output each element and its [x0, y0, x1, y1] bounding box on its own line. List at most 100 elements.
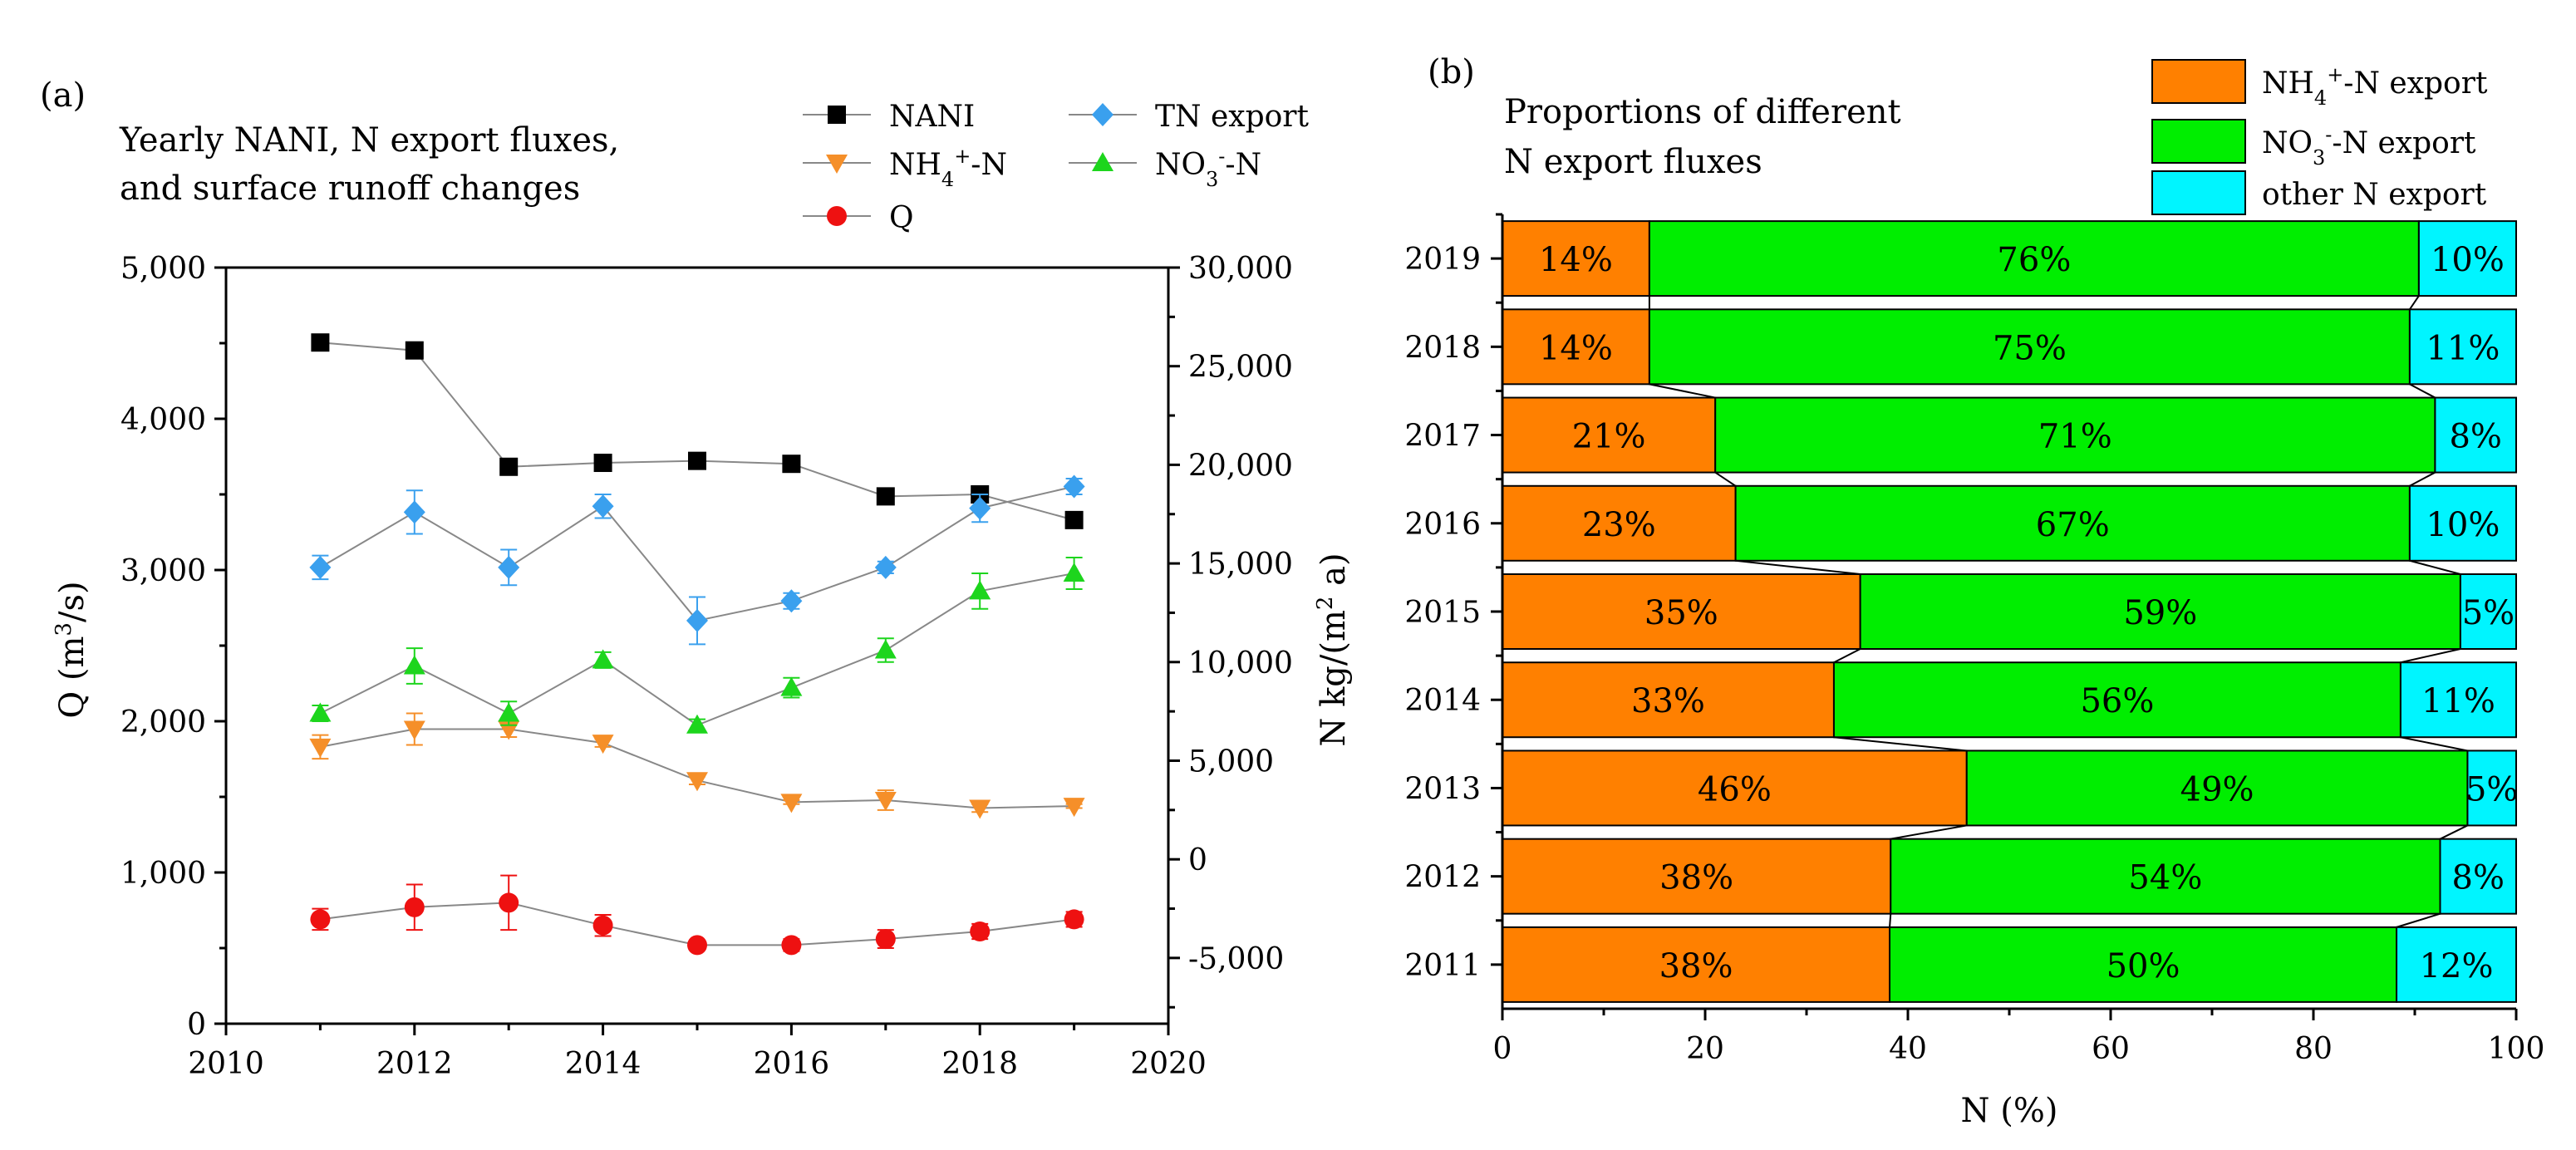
- point-TN export: [780, 589, 803, 613]
- bar-segment-label: 5%: [2462, 594, 2515, 632]
- connector-line: [2409, 295, 2420, 310]
- bar-segment-1: [1889, 926, 2398, 1003]
- panel-a-right-tick-label: 25,000: [1188, 351, 1293, 385]
- panel-a-label: (a): [40, 76, 86, 115]
- legend-item-Q: Q: [803, 201, 914, 235]
- bar-segment-label: 50%: [2107, 947, 2180, 985]
- connector-line: [1833, 648, 1861, 664]
- legend-label-part: 3: [2313, 146, 2325, 170]
- connector-line: [1833, 736, 1967, 752]
- point-NANI: [311, 333, 330, 352]
- legend-label-part: 4: [941, 168, 954, 191]
- connector-line: [1890, 824, 1967, 840]
- point-NH4+-N: [686, 772, 708, 792]
- panel-a-right-axis-label: N kg/(m2 a): [1313, 553, 1353, 746]
- point-NH4+-N: [969, 799, 991, 819]
- point-Q: [499, 892, 519, 913]
- panel-b-category-label: 2014: [1404, 684, 1481, 718]
- panel-a-title-line-1: Yearly NANI, N export fluxes,: [119, 121, 619, 160]
- point-Q: [404, 897, 425, 917]
- bar-segment-2: [2459, 573, 2517, 650]
- left-axis-label-part: 3: [52, 622, 76, 636]
- series-NANI: [311, 333, 1084, 529]
- legend-label-part: +: [2327, 63, 2343, 86]
- connector-line: [2409, 471, 2436, 487]
- panel-a-right-tick-label: -5,000: [1188, 942, 1284, 976]
- panel-b-category-label: 2019: [1404, 243, 1481, 277]
- bar-segment-label: 14%: [1539, 241, 1613, 279]
- point-TN export: [1063, 474, 1085, 499]
- legend-label: NH4+-N export: [2262, 63, 2488, 110]
- legend-label-part: other N export: [2262, 178, 2487, 212]
- point-Q: [875, 929, 896, 950]
- panel-b-category-label: 2012: [1404, 861, 1481, 895]
- panel-a-x-tick-label: 2016: [754, 1047, 830, 1081]
- bar-segment-1: [1832, 661, 2401, 739]
- point-NO3--N: [969, 580, 991, 600]
- panel-a-x-tick-label: 2012: [376, 1047, 453, 1081]
- panel-b-x-tick-label: 80: [2294, 1032, 2333, 1066]
- panel-b-x-tick-label: 0: [1493, 1032, 1512, 1066]
- series-line-NH4+-N: [320, 728, 1074, 809]
- panel-a-left-tick-label: 4,000: [120, 403, 206, 437]
- point-NO3--N: [686, 714, 708, 734]
- point-NANI: [593, 454, 612, 473]
- bar-segment-label: 8%: [2452, 859, 2505, 897]
- panel-a-left-tick-label: 3,000: [120, 554, 206, 588]
- legend-item-NANI: NANI: [803, 100, 975, 134]
- bar-segment-0: [1502, 838, 1892, 915]
- legend-label-part: NH: [889, 148, 941, 182]
- panel-b-stacked-bar-chart: (b) Proportions of different N export fl…: [1404, 53, 2544, 1130]
- legend-item-0: NH4+-N export: [2151, 59, 2488, 110]
- bar-segment-2: [2466, 749, 2517, 827]
- point-Q: [970, 921, 991, 941]
- point-Q: [592, 915, 613, 936]
- bar-segment-1: [1734, 484, 2411, 562]
- panel-b-category-label: 2015: [1404, 596, 1481, 630]
- bar-segment-label: 14%: [1539, 329, 1613, 367]
- point-NANI: [688, 451, 706, 470]
- legend-marker: [1092, 103, 1113, 126]
- bar-segment-0: [1502, 220, 1650, 297]
- legend-item-NH4+-N: NH4+-N: [803, 145, 1007, 191]
- legend-marker: [1092, 152, 1113, 171]
- panel-b-title-line-2: N export fluxes: [1504, 143, 1762, 181]
- point-NH4+-N: [1063, 798, 1085, 818]
- panel-a-right-tick-label: 5,000: [1188, 745, 1274, 779]
- connector-line: [2400, 736, 2468, 752]
- right-axis-label-part: 2: [1313, 597, 1338, 611]
- point-TN export: [874, 555, 897, 579]
- bar-segment-2: [2434, 396, 2517, 474]
- point-NO3--N: [780, 676, 803, 696]
- legend-label: Q: [889, 201, 914, 235]
- panel-a-right-tick-label: 20,000: [1188, 449, 1293, 483]
- bar-segment-1: [1714, 396, 2436, 474]
- panel-a-left-tick-label: 0: [187, 1008, 206, 1042]
- legend-label-part: NO: [2262, 126, 2313, 160]
- legend-label: NANI: [889, 100, 975, 134]
- point-TN export: [403, 500, 425, 524]
- connector-line: [1714, 471, 1737, 487]
- legend-item-2: other N export: [2151, 170, 2487, 215]
- bar-segment-label: 12%: [2420, 947, 2494, 985]
- point-TN export: [686, 608, 708, 632]
- connector-line: [2440, 824, 2468, 840]
- panel-b-axes: 0 20 40 60 80 100 2019 2018 2017 2016 2015 2014 2013…: [1404, 213, 2544, 1066]
- bar-segment-0: [1502, 926, 1891, 1003]
- legend-label: NO3--N: [1155, 145, 1261, 191]
- legend-label-part: 3: [1206, 168, 1218, 191]
- point-TN export: [969, 496, 991, 520]
- panel-a-right-tick-label: 10,000: [1188, 646, 1293, 681]
- left-axis-label-part: Q (m: [53, 636, 91, 719]
- point-NANI: [782, 455, 801, 474]
- panel-b-bars: 14% 76% 10% 14% 75% 11% 21% 71% 8% 23% 67% 10% 35% 59…: [1502, 220, 2518, 1003]
- bar-segment-2: [2408, 484, 2517, 562]
- legend-swatch: [2151, 119, 2246, 164]
- bar-segment-1: [1965, 749, 2469, 827]
- bar-segment-2: [2439, 838, 2517, 915]
- panel-a-right-tick-label: 30,000: [1188, 252, 1293, 286]
- legend-label-part: -: [1218, 145, 1225, 168]
- point-NO3--N: [309, 702, 332, 722]
